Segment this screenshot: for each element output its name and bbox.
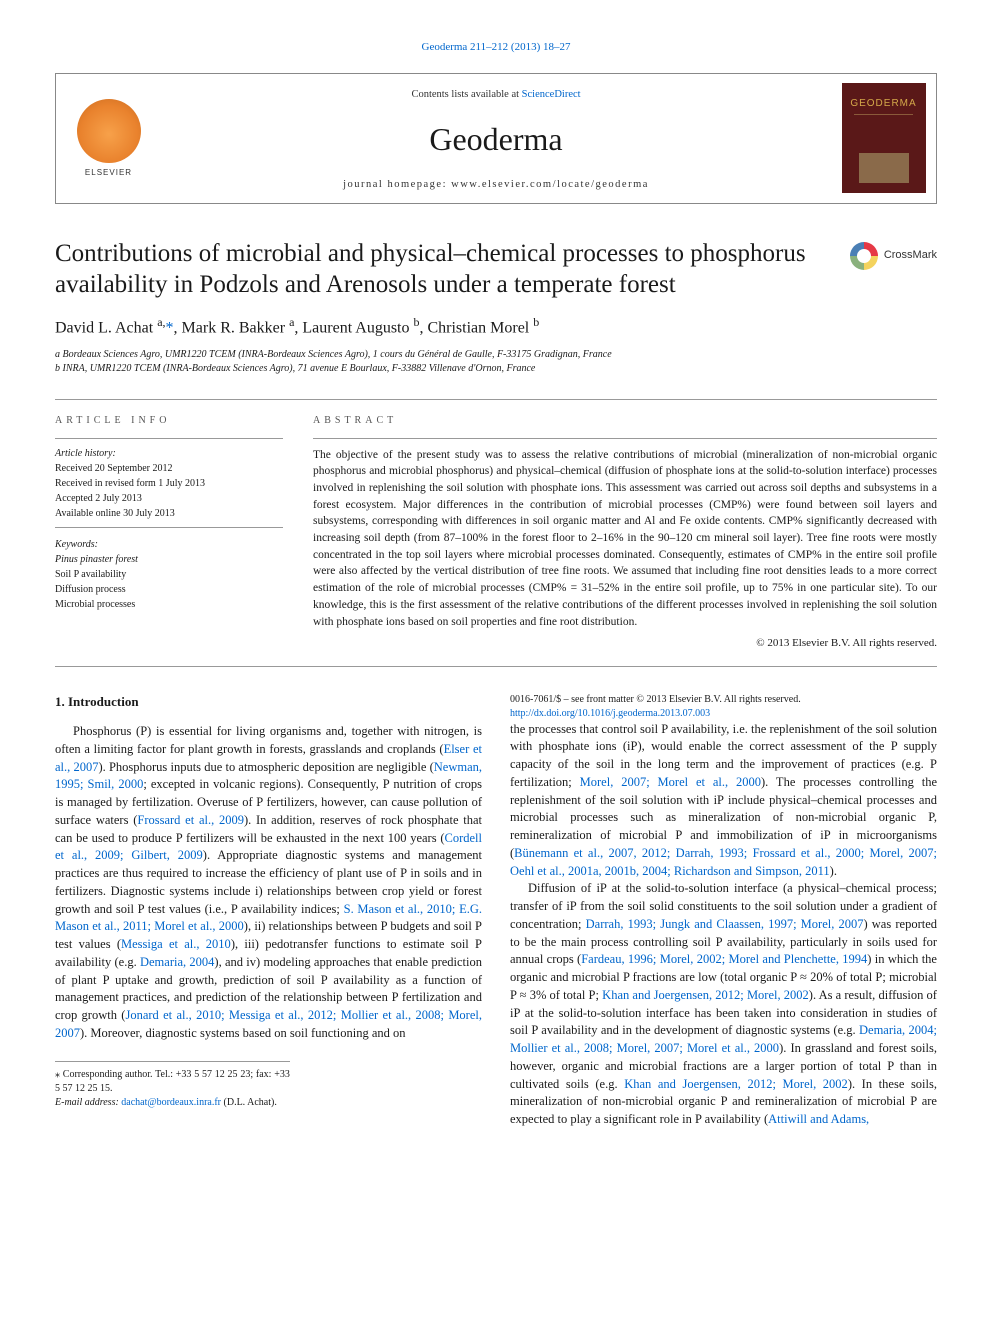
history-line: Received 20 September 2012: [55, 461, 283, 476]
article-info-column: article info Article history: Received 2…: [55, 414, 283, 652]
elsevier-wordmark: ELSEVIER: [85, 167, 132, 178]
authors-line: David L. Achat a,*, Mark R. Bakker a, La…: [55, 314, 937, 340]
affiliations: a Bordeaux Sciences Agro, UMR1220 TCEM (…: [55, 348, 937, 377]
running-citation: Geoderma 211–212 (2013) 18–27: [55, 40, 937, 55]
keyword: Diffusion process: [55, 582, 283, 597]
contents-prefix: Contents lists available at: [411, 89, 521, 100]
journal-cover-thumbnail[interactable]: GEODERMA: [842, 83, 926, 193]
crossmark-icon: [850, 242, 878, 270]
journal-cover-title: GEODERMA: [850, 97, 916, 111]
body-paragraph: the processes that control soil P availa…: [510, 721, 937, 881]
history-line: Available online 30 July 2013: [55, 506, 283, 521]
homepage-prefix: journal homepage:: [343, 179, 451, 190]
crossmark-badge[interactable]: CrossMark: [850, 242, 937, 270]
article-title: Contributions of microbial and physical–…: [55, 238, 830, 301]
crossmark-label: CrossMark: [884, 248, 937, 263]
abstract-label: abstract: [313, 414, 937, 428]
corr-text: Corresponding author. Tel.: +33 5 57 12 …: [55, 1069, 290, 1094]
body-paragraph: Diffusion of iP at the solid-to-solution…: [510, 880, 937, 1129]
meta-row: article info Article history: Received 2…: [55, 414, 937, 652]
journal-homepage-line: journal homepage: www.elsevier.com/locat…: [171, 178, 821, 193]
rule: [55, 438, 283, 439]
journal-header-center: Contents lists available at ScienceDirec…: [161, 74, 831, 202]
elsevier-tree-icon: [77, 99, 141, 163]
footer-block: 0016-7061/$ – see front matter © 2013 El…: [510, 693, 937, 721]
keyword: Pinus pinaster forest: [55, 552, 283, 567]
history-line: Received in revised form 1 July 2013: [55, 476, 283, 491]
journal-cover-inset: [859, 153, 909, 183]
page: Geoderma 211–212 (2013) 18–27 ELSEVIER C…: [0, 0, 992, 1159]
journal-header: ELSEVIER Contents lists available at Sci…: [55, 73, 937, 203]
rule: [55, 666, 937, 667]
body-paragraph: Phosphorus (P) is essential for living o…: [55, 723, 482, 1043]
publisher-logo-cell: ELSEVIER: [56, 74, 161, 202]
corr-email-label: E-mail address:: [55, 1097, 121, 1108]
homepage-url[interactable]: www.elsevier.com/locate/geoderma: [451, 179, 649, 190]
elsevier-logo-icon[interactable]: ELSEVIER: [64, 93, 153, 183]
section-heading: 1. Introduction: [55, 693, 482, 711]
history-line: Accepted 2 July 2013: [55, 491, 283, 506]
journal-cover-cell: GEODERMA: [831, 74, 936, 202]
journal-name: Geoderma: [171, 117, 821, 162]
corresponding-author-note: ⁎ Corresponding author. Tel.: +33 5 57 1…: [55, 1061, 290, 1110]
sciencedirect-link[interactable]: ScienceDirect: [522, 89, 581, 100]
rule: [55, 399, 937, 400]
article-history-head: Article history:: [55, 448, 116, 459]
keywords-head: Keywords:: [55, 538, 283, 552]
abstract-column: abstract The objective of the present st…: [313, 414, 937, 652]
body-columns: 1. Introduction Phosphorus (P) is essent…: [55, 693, 937, 1129]
issn-copyright-line: 0016-7061/$ – see front matter © 2013 El…: [510, 693, 937, 707]
abstract-text: The objective of the present study was t…: [313, 447, 937, 630]
rule: [313, 438, 937, 439]
keyword: Soil P availability: [55, 567, 283, 582]
affiliation: b INRA, UMR1220 TCEM (INRA-Bordeaux Scie…: [55, 362, 937, 377]
doi-link[interactable]: http://dx.doi.org/10.1016/j.geoderma.201…: [510, 708, 710, 719]
rule: [55, 527, 283, 528]
abstract-copyright: © 2013 Elsevier B.V. All rights reserved…: [313, 636, 937, 651]
affiliation: a Bordeaux Sciences Agro, UMR1220 TCEM (…: [55, 348, 937, 363]
title-row: Contributions of microbial and physical–…: [55, 238, 937, 301]
corr-email-link[interactable]: dachat@bordeaux.inra.fr: [121, 1097, 221, 1108]
keyword: Microbial processes: [55, 597, 283, 612]
contents-line: Contents lists available at ScienceDirec…: [171, 88, 821, 103]
journal-cover-rule: [854, 114, 913, 115]
corr-email-tail: (D.L. Achat).: [221, 1097, 277, 1108]
article-info-label: article info: [55, 414, 283, 428]
